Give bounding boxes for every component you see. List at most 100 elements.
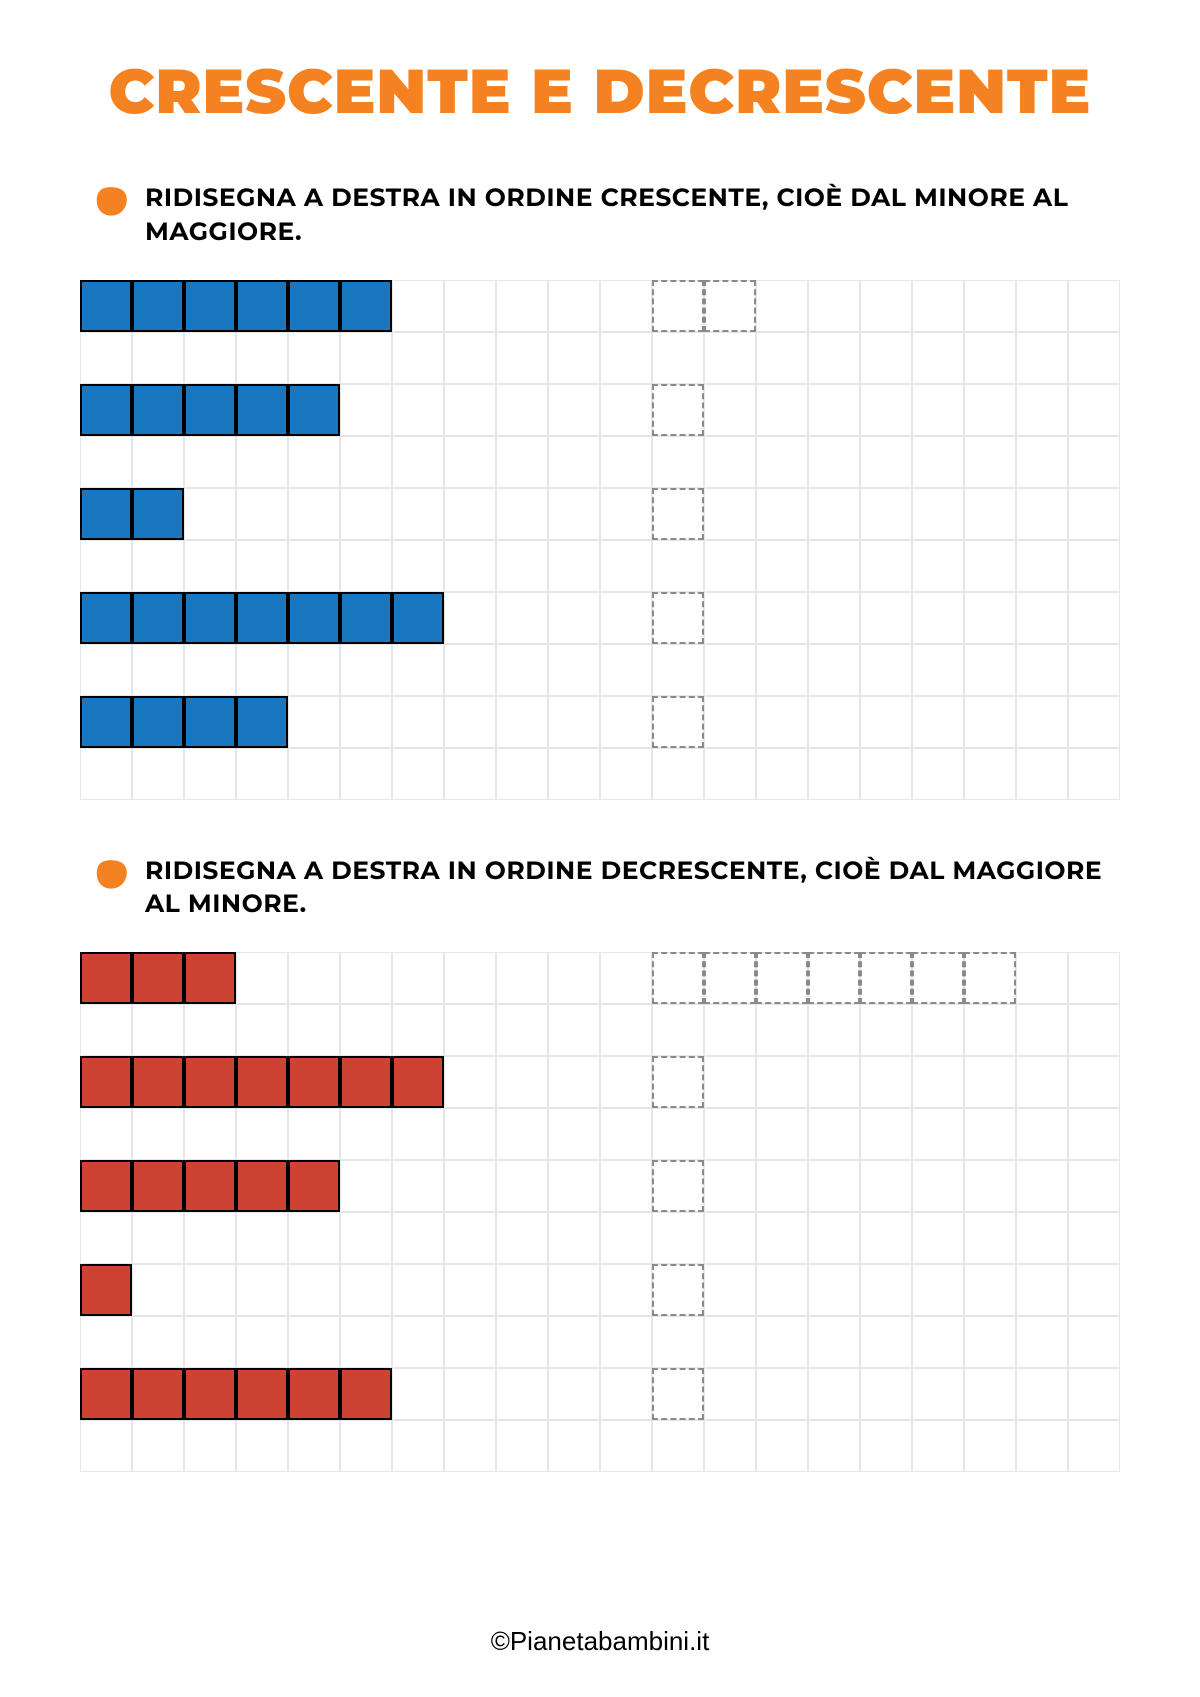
grid-cell xyxy=(444,644,496,696)
grid-cell xyxy=(340,436,392,488)
grid-cell xyxy=(548,1108,600,1160)
grid-cell xyxy=(236,644,288,696)
grid-cell xyxy=(1016,696,1068,748)
grid-cell xyxy=(860,644,912,696)
grid-cell xyxy=(548,1368,600,1420)
grid-cell xyxy=(80,384,132,436)
grid-cell xyxy=(704,1264,756,1316)
grid-cell xyxy=(600,644,652,696)
grid-cell xyxy=(80,1264,132,1316)
instruction-text: RIDISEGNA A DESTRA IN ORDINE CRESCENTE, … xyxy=(145,182,1120,250)
grid-cell xyxy=(600,384,652,436)
grid-cell xyxy=(912,696,964,748)
grid-cell xyxy=(132,592,184,644)
grid-cell xyxy=(600,1420,652,1472)
grid-cell xyxy=(444,748,496,800)
grid-cell xyxy=(340,280,392,332)
grid-cell xyxy=(496,1160,548,1212)
grid-cell xyxy=(80,488,132,540)
grid-cell xyxy=(548,1264,600,1316)
grid-cell xyxy=(132,1056,184,1108)
grid-cell xyxy=(808,1056,860,1108)
grid-cell xyxy=(600,1316,652,1368)
grid-cell xyxy=(1068,280,1120,332)
grid-cell xyxy=(184,1212,236,1264)
bullet-icon xyxy=(95,184,129,218)
footer-credit: ©Pianetabambini.it xyxy=(0,1626,1200,1657)
grid-cell xyxy=(392,1212,444,1264)
grid-cell xyxy=(1068,488,1120,540)
grid-cell xyxy=(652,592,704,644)
grid-cell xyxy=(860,540,912,592)
grid-cell xyxy=(600,952,652,1004)
grid-cell xyxy=(652,1004,704,1056)
grid-cell xyxy=(1016,1056,1068,1108)
grid-cell xyxy=(496,332,548,384)
grid-cell xyxy=(548,332,600,384)
grid-cell xyxy=(496,1056,548,1108)
grid-cell xyxy=(132,696,184,748)
grid-cell xyxy=(860,1316,912,1368)
grid-cell xyxy=(1068,1160,1120,1212)
grid-cell xyxy=(600,1264,652,1316)
grid-cell xyxy=(912,1056,964,1108)
grid-cell xyxy=(444,1108,496,1160)
grid-cell xyxy=(652,436,704,488)
grid-cell xyxy=(236,696,288,748)
grid-cell xyxy=(860,952,912,1004)
grid-cell xyxy=(236,1368,288,1420)
grid-cell xyxy=(184,488,236,540)
grid-cell xyxy=(1016,952,1068,1004)
grid-cell xyxy=(184,1004,236,1056)
grid-cell xyxy=(236,384,288,436)
grid-cell xyxy=(132,1160,184,1212)
grid-cell xyxy=(600,696,652,748)
grid-cell xyxy=(756,696,808,748)
grid-cell xyxy=(184,1264,236,1316)
grid-cell xyxy=(808,384,860,436)
grid-cell xyxy=(756,1056,808,1108)
grid-cell xyxy=(288,332,340,384)
grid-cell xyxy=(548,696,600,748)
grid-cell xyxy=(184,540,236,592)
grid-cell xyxy=(756,1420,808,1472)
page-title: CRESCENTE E DECRESCENTE xyxy=(80,60,1120,122)
grid-cell xyxy=(860,1368,912,1420)
grid-cell xyxy=(808,1264,860,1316)
grid-cell xyxy=(392,592,444,644)
grid-cell xyxy=(704,1004,756,1056)
grid-cell xyxy=(964,1420,1016,1472)
grid-cell xyxy=(132,436,184,488)
grid-cell xyxy=(80,644,132,696)
grid-cell xyxy=(600,1056,652,1108)
grid-cell xyxy=(860,592,912,644)
grid-cell xyxy=(80,1420,132,1472)
grid-cell xyxy=(548,280,600,332)
exercises-container: RIDISEGNA A DESTRA IN ORDINE CRESCENTE, … xyxy=(80,182,1120,1472)
grid-cell xyxy=(1016,1160,1068,1212)
grid-cell xyxy=(288,488,340,540)
grid-cell xyxy=(444,1056,496,1108)
grid-cell xyxy=(340,644,392,696)
grid-cell xyxy=(184,332,236,384)
grid-cell xyxy=(860,1160,912,1212)
grid-cell xyxy=(756,592,808,644)
grid-cell xyxy=(392,332,444,384)
grid-cell xyxy=(340,1108,392,1160)
grid-cell xyxy=(1068,696,1120,748)
grid-cell xyxy=(444,436,496,488)
grid-cell xyxy=(444,488,496,540)
grid-cell xyxy=(860,748,912,800)
grid-cell xyxy=(652,332,704,384)
grid-cell xyxy=(340,384,392,436)
grid-cell xyxy=(184,280,236,332)
grid-cell xyxy=(964,1160,1016,1212)
grid-cell xyxy=(912,952,964,1004)
grid-cell xyxy=(236,1056,288,1108)
grid-cell xyxy=(496,696,548,748)
grid-cell xyxy=(288,748,340,800)
grid-cell xyxy=(600,1212,652,1264)
grid-cell xyxy=(236,1420,288,1472)
grid-cell xyxy=(444,1316,496,1368)
grid-cell xyxy=(1068,748,1120,800)
